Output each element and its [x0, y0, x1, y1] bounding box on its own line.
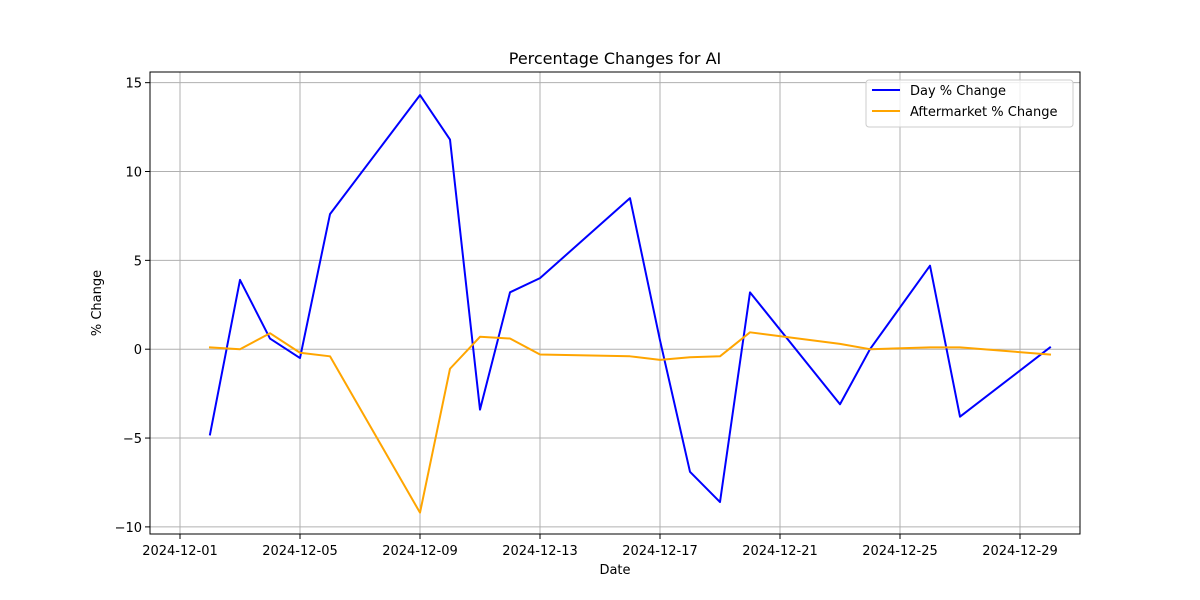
x-axis-ticks: 2024-12-01 2024-12-05 2024-12-09 2024-12-13…	[142, 534, 1058, 559]
legend-label-day-change: Day % Change	[910, 84, 1006, 99]
y-tick-label: −10	[115, 521, 142, 536]
plot-frame	[149, 71, 1081, 535]
x-tick-label: 2024-12-09	[382, 544, 458, 559]
x-axis-label: Date	[599, 563, 630, 578]
chart-title: Percentage Changes for AI	[509, 49, 722, 68]
legend: Day % Change Aftermarket % Change	[865, 79, 1074, 128]
legend-box	[865, 79, 1074, 128]
x-tick-label: 2024-12-13	[502, 544, 578, 559]
legend-label-aftermarket-change: Aftermarket % Change	[910, 105, 1058, 120]
y-tick-label: 15	[125, 77, 142, 92]
y-tick-label: 5	[134, 254, 142, 269]
y-axis-ticks: −10 −5 0 5 10 15	[115, 77, 150, 536]
x-tick-label: 2024-12-05	[262, 544, 338, 559]
grid-lines	[150, 72, 1080, 534]
y-tick-label: 10	[125, 166, 142, 181]
series-lines	[208, 94, 1052, 514]
y-axis-label: % Change	[90, 270, 105, 336]
x-tick-label: 2024-12-25	[862, 544, 938, 559]
series-line-day-change	[208, 94, 1052, 504]
series-line-aftermarket-change	[208, 331, 1052, 514]
y-tick-label: −5	[123, 432, 142, 447]
x-tick-label: 2024-12-01	[142, 544, 218, 559]
y-tick-label: 0	[134, 343, 142, 358]
x-tick-label: 2024-12-17	[622, 544, 698, 559]
x-tick-label: 2024-12-21	[742, 544, 818, 559]
x-tick-label: 2024-12-29	[982, 544, 1058, 559]
